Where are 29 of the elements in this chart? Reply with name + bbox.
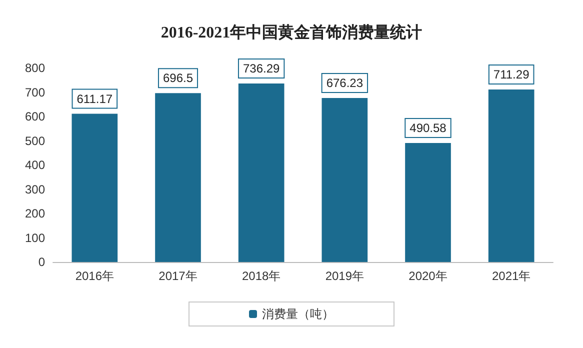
x-tick-label: 2019年 [325,269,364,283]
y-tick-label: 200 [24,206,46,220]
y-tick-label: 500 [24,134,46,148]
data-label: 736.29 [242,61,280,76]
bar [72,114,118,262]
x-tick-label: 2020年 [408,269,448,283]
data-label: 696.5 [162,71,194,86]
x-tick-label: 2016年 [75,269,114,283]
y-tick-label: 300 [24,182,46,196]
data-label: 611.17 [76,92,113,106]
bar [155,93,201,262]
x-tick-label: 2021年 [492,269,531,283]
y-tick-label: 0 [38,255,46,269]
x-tick-label: 2017年 [158,269,198,283]
y-tick-label: 800 [24,61,46,75]
y-tick-label: 400 [24,158,46,172]
x-tick-label: 2018年 [242,269,281,283]
data-label: 711.29 [493,68,530,82]
y-tick-label: 700 [24,85,46,100]
data-label: 490.58 [410,121,447,136]
bar [322,98,368,262]
chart-title: 2016-2021年中国黄金首饰消费量统计 [160,24,422,42]
bar [238,83,284,262]
legend-label: 消费量（吨） [262,307,334,321]
bar [405,143,451,262]
y-tick-label: 100 [24,230,46,245]
y-tick-label: 600 [24,110,46,124]
bar [488,90,534,262]
data-label: 676.23 [326,76,364,90]
